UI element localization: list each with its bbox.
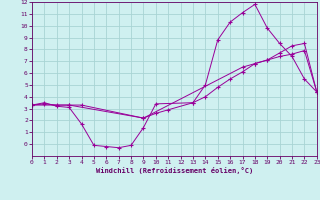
X-axis label: Windchill (Refroidissement éolien,°C): Windchill (Refroidissement éolien,°C) bbox=[96, 167, 253, 174]
